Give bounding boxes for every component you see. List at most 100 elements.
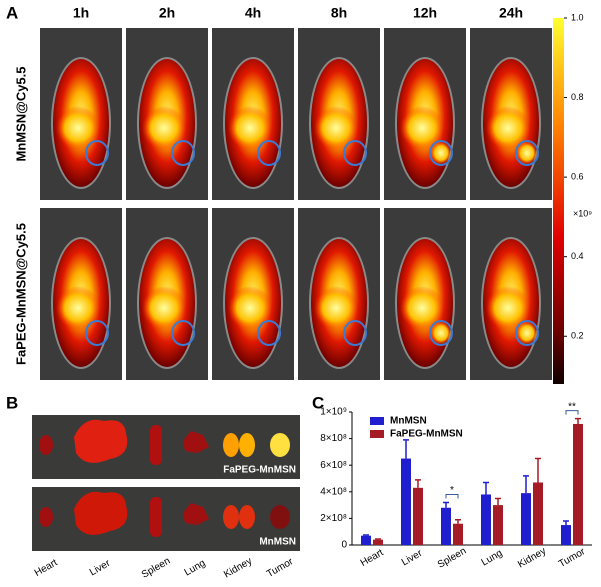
bar — [373, 539, 383, 545]
organ — [183, 503, 209, 525]
hot-spot — [314, 286, 358, 330]
organ — [270, 433, 290, 457]
significance-bracket — [565, 410, 579, 415]
hot-spot — [142, 286, 186, 330]
colorbar-tick-label: 0.2 — [571, 331, 584, 341]
legend-swatch — [370, 430, 384, 438]
panel-label: B — [6, 393, 18, 412]
y-tick-label: 4×10⁸ — [320, 486, 347, 497]
y-tick-label: 6×10⁸ — [320, 460, 347, 471]
y-tick-label: 2×10⁸ — [320, 513, 347, 524]
organ — [239, 433, 255, 457]
panel-b — [32, 415, 300, 551]
significance-label: ** — [568, 401, 576, 412]
error-bar — [443, 501, 449, 508]
bar — [441, 507, 451, 545]
y-tick-label: 0 — [341, 540, 347, 551]
colorbar — [553, 18, 564, 384]
row-label: MnMSN@Cy5.5 — [13, 66, 28, 161]
bar — [401, 458, 411, 545]
x-tick-label: Lung — [480, 548, 505, 569]
y-tick-label: 8×10⁸ — [320, 433, 347, 444]
tumor-circle — [429, 320, 453, 346]
x-tick-label: Heart — [359, 547, 386, 569]
hot-spot — [314, 106, 358, 150]
error-bar — [523, 475, 529, 494]
error-bar — [495, 497, 501, 506]
hot-spot — [400, 286, 444, 330]
error-bar — [563, 520, 569, 526]
bar — [453, 523, 463, 545]
tumor-circle — [85, 140, 109, 166]
colorbar-tick-label: 0.8 — [571, 92, 584, 102]
tumor-circle — [429, 140, 453, 166]
organ — [223, 505, 239, 529]
bar — [413, 487, 423, 545]
legend-swatch — [370, 417, 384, 425]
hot-spot — [228, 286, 272, 330]
timepoint-label: 8h — [331, 5, 347, 21]
hot-spot — [228, 106, 272, 150]
organ — [74, 491, 128, 535]
tumor-circle — [515, 140, 539, 166]
y-tick-label: 1×10⁹ — [320, 407, 347, 418]
tumor-circle — [515, 320, 539, 346]
organ — [39, 507, 53, 527]
hot-spot — [400, 106, 444, 150]
organ — [270, 505, 290, 529]
organ — [239, 505, 255, 529]
x-tick-label: Liver — [400, 548, 425, 569]
group-label: FaPEG-MnMSN — [223, 465, 296, 476]
panel-label: A — [6, 3, 18, 22]
hot-spot — [486, 286, 530, 330]
organ-label: Kidney — [222, 556, 254, 581]
colorbar-tick-label: 0.6 — [571, 172, 584, 182]
x-tick-label: Spleen — [436, 546, 468, 571]
organ — [39, 435, 53, 455]
colorbar-tick-label: 1.0 — [571, 12, 584, 22]
organ-label: Heart — [33, 557, 60, 579]
hot-spot — [56, 286, 100, 330]
organ-label: Liver — [88, 558, 113, 579]
significance-label: * — [450, 485, 454, 496]
organ — [74, 419, 128, 463]
x-tick-label: Kidney — [516, 546, 548, 571]
timepoint-label: 12h — [413, 5, 437, 21]
timepoint-label: 1h — [73, 5, 89, 21]
timepoint-label: 4h — [245, 5, 261, 21]
organ — [150, 497, 162, 537]
hot-spot — [142, 106, 186, 150]
legend-label: FaPEG-MnMSN — [390, 429, 463, 440]
legend-label: MnMSN — [390, 416, 427, 427]
organ — [183, 431, 209, 453]
bar — [493, 505, 503, 545]
colorbar-tick-label: 0.4 — [571, 251, 584, 261]
tumor-circle — [85, 320, 109, 346]
hot-spot — [486, 106, 530, 150]
tumor-circle — [171, 140, 195, 166]
organ — [150, 425, 162, 465]
panel-label: C — [312, 393, 324, 412]
bar — [521, 493, 531, 545]
bar — [561, 525, 571, 545]
tumor-circle — [257, 320, 281, 346]
error-bar — [363, 534, 369, 536]
group-label: MnMSN — [259, 537, 296, 548]
tumor-circle — [171, 320, 195, 346]
error-bar — [535, 457, 541, 483]
error-bar — [403, 439, 409, 459]
timepoint-label: 24h — [499, 5, 523, 21]
error-bar — [375, 538, 381, 540]
tumor-circle — [343, 140, 367, 166]
timepoint-label: 2h — [159, 5, 175, 21]
tumor-circle — [257, 140, 281, 166]
organ-label: Lung — [183, 558, 208, 579]
bar — [573, 423, 583, 545]
x-tick-label: Tumor — [557, 546, 588, 570]
tumor-circle — [343, 320, 367, 346]
bar — [533, 482, 543, 545]
error-bar — [415, 479, 421, 488]
bar — [481, 494, 491, 545]
error-bar — [575, 417, 581, 424]
